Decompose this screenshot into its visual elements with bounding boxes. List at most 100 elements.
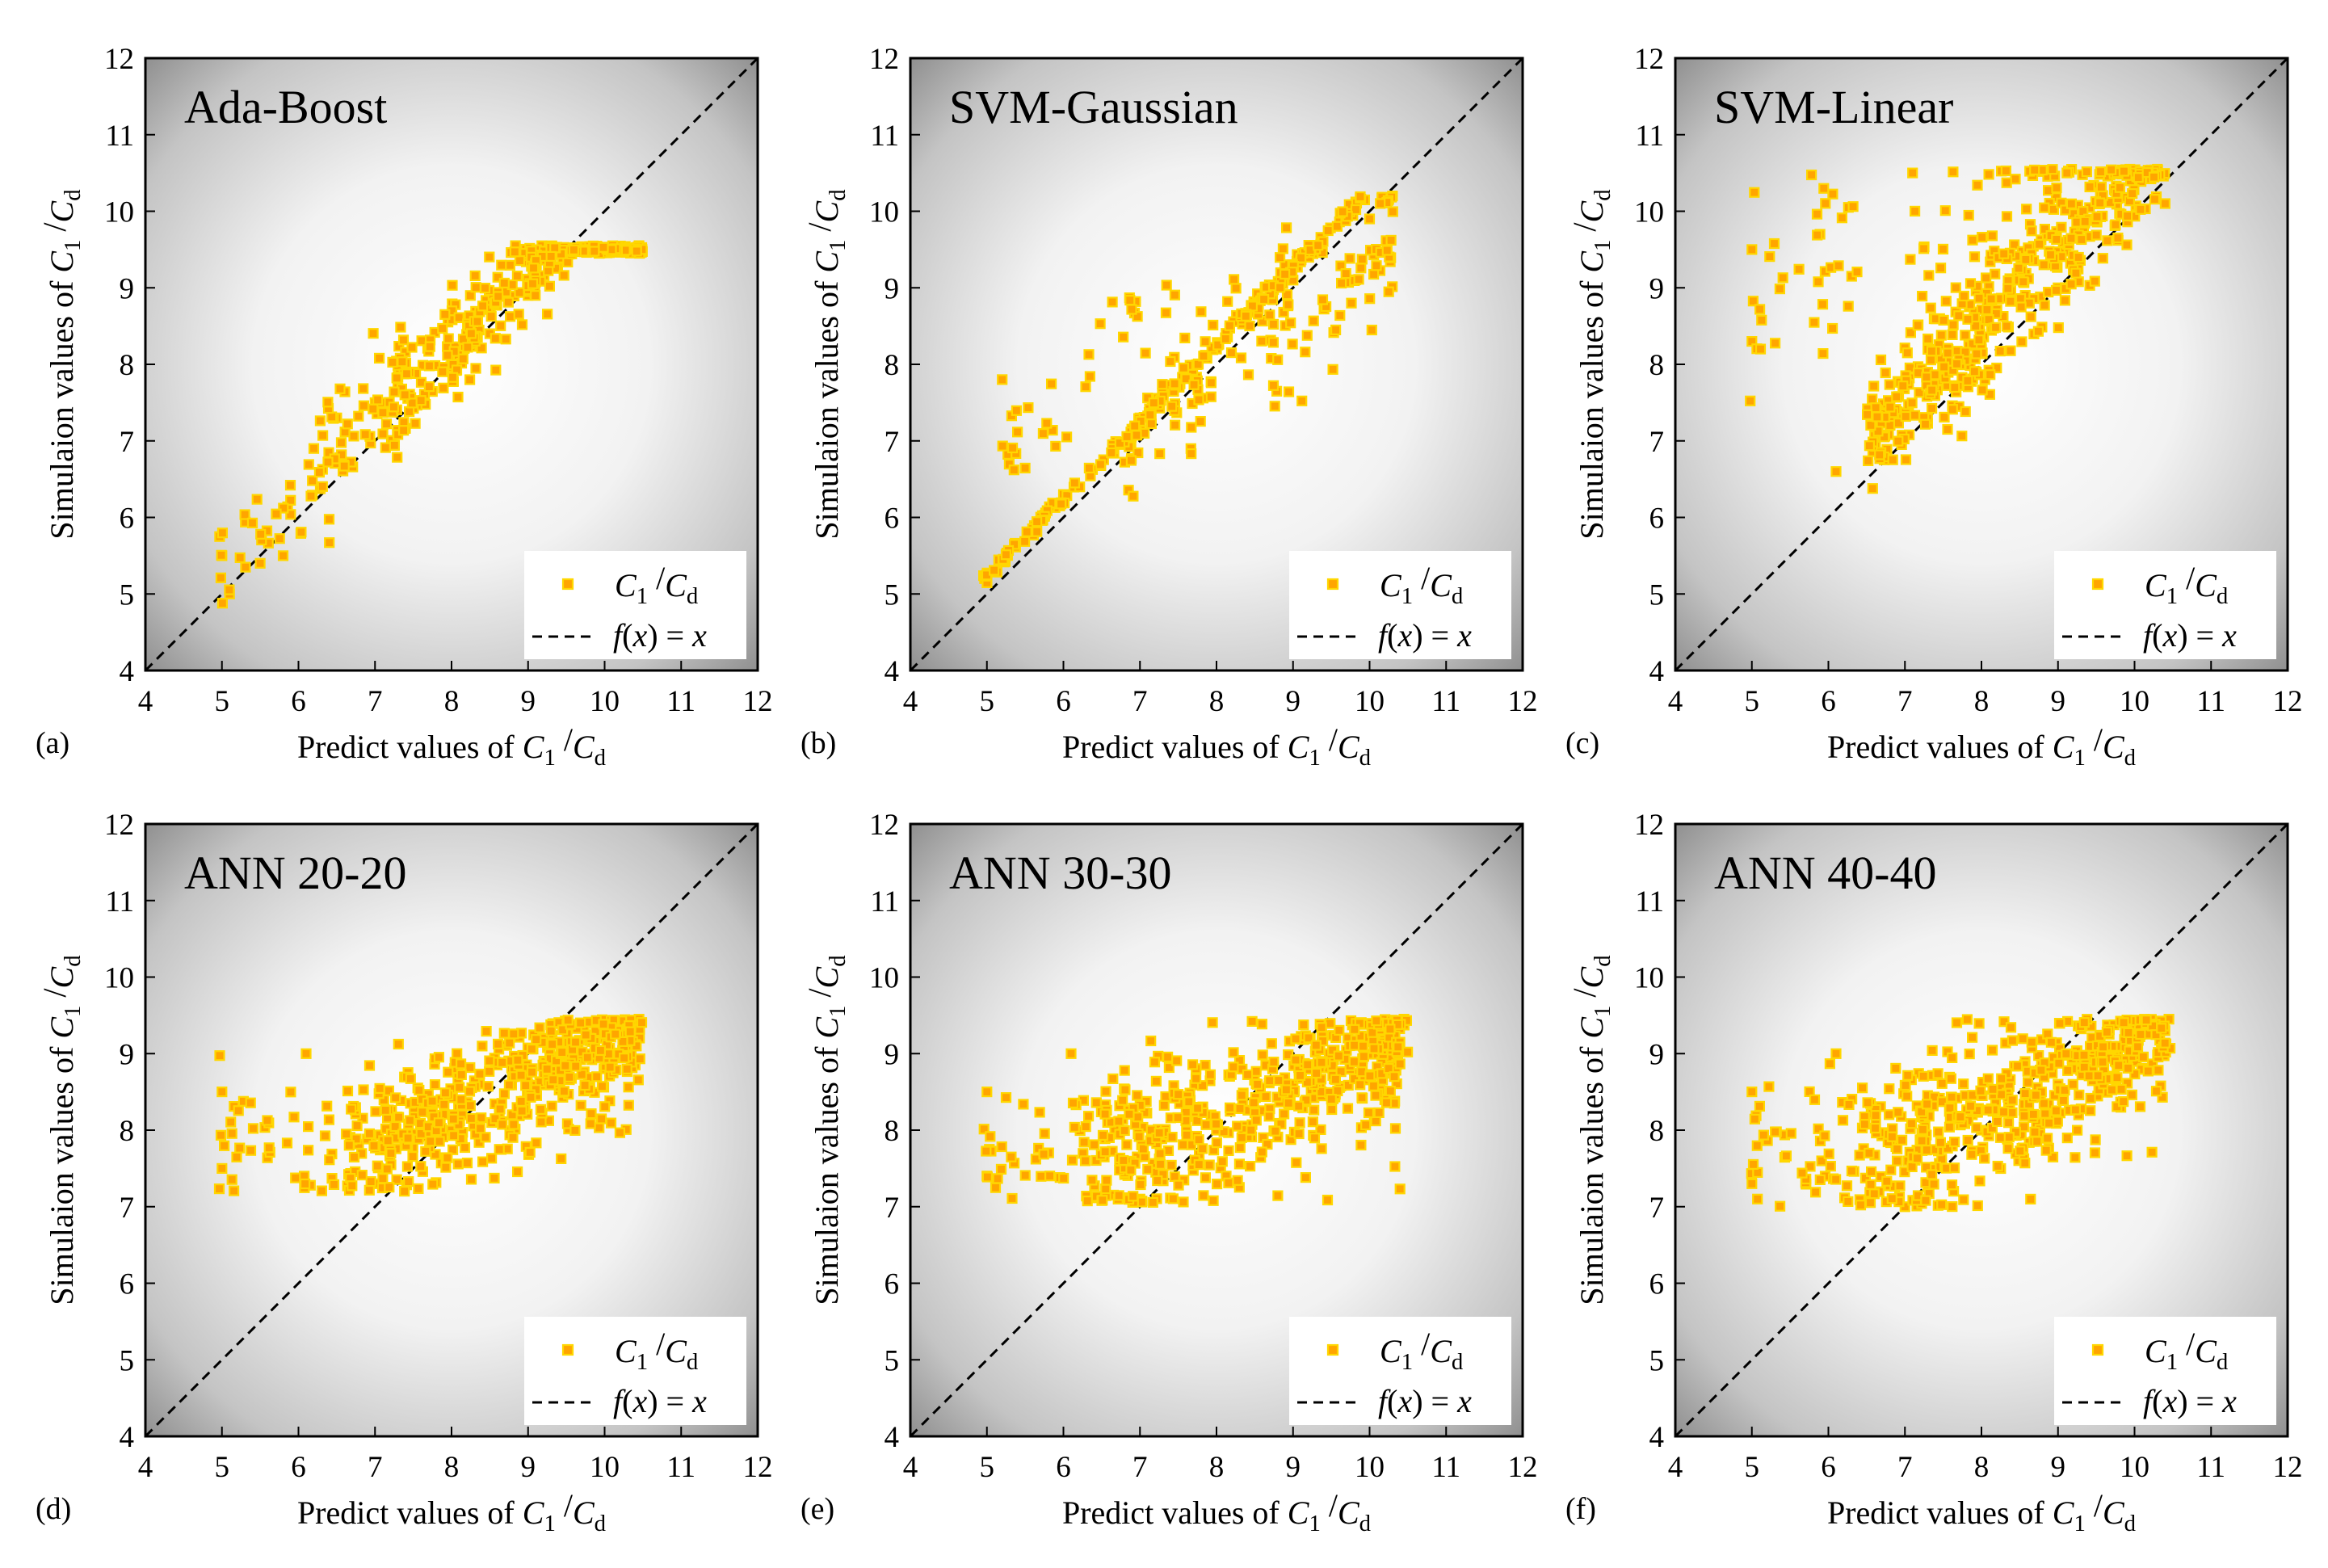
scatter-point <box>1973 334 1985 346</box>
y-tick-label: 11 <box>870 885 899 919</box>
scatter-point <box>2052 1116 2063 1127</box>
scatter-point <box>508 1119 519 1130</box>
scatter-point <box>1827 322 1838 334</box>
x-tick-label: 4 <box>1668 1451 1683 1484</box>
scatter-point <box>516 319 528 330</box>
scatter-point <box>1830 1048 1842 1059</box>
scatter-point <box>1764 251 1775 263</box>
scatter-point <box>1393 1041 1404 1053</box>
scatter-point <box>1921 372 1932 383</box>
scatter-point <box>1152 1175 1163 1187</box>
scatter-point <box>1994 346 2006 357</box>
scatter-point <box>1131 430 1142 441</box>
scatter-point <box>1922 333 1934 345</box>
scatter-point <box>1158 1169 1169 1180</box>
scatter-point <box>1128 1191 1139 1202</box>
scatter-point <box>574 1017 586 1028</box>
legend-box <box>1289 551 1511 659</box>
scatter-point <box>2156 1023 2167 1034</box>
scatter-point <box>1884 379 1895 390</box>
scatter-point <box>1132 447 1144 459</box>
scatter-point <box>1944 1102 1956 1114</box>
scatter-point <box>338 460 350 472</box>
scatter-point <box>454 1082 465 1093</box>
panel-c: 4 5 6 7 8 9 10 11 12 4 5 6 7 8 9 10 11 12 SVM-Linear Predic… <box>1565 43 2303 771</box>
scatter-point <box>1285 317 1296 329</box>
scatter-point <box>1316 1143 1327 1154</box>
scatter-point <box>1818 183 1830 194</box>
y-tick-label: 12 <box>1634 809 1664 842</box>
scatter-point <box>1248 1097 1259 1108</box>
y-tick-label: 7 <box>120 1192 135 1225</box>
scatter-point <box>1188 379 1200 390</box>
scatter-point <box>465 1112 477 1125</box>
scatter-point <box>2042 1133 2053 1144</box>
scatter-point <box>2116 1083 2127 1095</box>
scatter-point <box>1256 335 1267 347</box>
legend-box <box>2054 551 2276 659</box>
scatter-point <box>1893 418 1904 429</box>
scatter-point <box>1785 1128 1796 1139</box>
scatter-point <box>1381 245 1393 256</box>
scatter-point <box>219 1140 230 1151</box>
scatter-point <box>1833 260 1844 271</box>
scatter-point <box>314 415 326 427</box>
scatter-point <box>1196 306 1207 317</box>
scatter-point <box>560 1060 571 1071</box>
scatter-point <box>1368 268 1380 280</box>
scatter-point <box>415 395 427 406</box>
scatter-point <box>1820 198 1831 209</box>
scatter-point <box>1190 1073 1202 1084</box>
scatter-point <box>1747 296 1759 307</box>
scatter-point <box>1281 289 1293 301</box>
scatter-point <box>990 1182 1002 1193</box>
scatter-point <box>1006 1151 1017 1162</box>
scatter-point <box>495 320 506 331</box>
scatter-point <box>351 1133 362 1145</box>
scatter-point <box>1366 324 1377 336</box>
scatter-point <box>1232 1175 1243 1186</box>
scatter-point <box>1270 1125 1281 1137</box>
scatter-point <box>1887 454 1898 465</box>
legend-marker <box>2091 578 2104 591</box>
scatter-point <box>385 1147 397 1159</box>
scatter-point <box>2044 249 2057 261</box>
scatter-point <box>1948 1162 1960 1174</box>
scatter-point <box>1166 1159 1177 1171</box>
scatter-point <box>2053 322 2064 334</box>
scatter-point <box>546 1100 557 1112</box>
scatter-point <box>1960 330 1971 341</box>
scatter-point <box>1951 358 1963 369</box>
x-tick-label: 11 <box>1431 685 1460 718</box>
scatter-point <box>1275 1118 1287 1130</box>
scatter-point <box>229 1185 240 1196</box>
scatter-point <box>216 1086 228 1098</box>
scatter-point <box>1973 292 1985 304</box>
scatter-point <box>1872 426 1884 437</box>
scatter-point <box>1327 364 1338 375</box>
scatter-point <box>598 1019 609 1030</box>
scatter-point <box>1857 1082 1868 1094</box>
scatter-point <box>1866 1166 1877 1178</box>
scatter-point <box>1356 1092 1368 1103</box>
scatter-point <box>1939 411 1950 422</box>
scatter-point <box>1032 526 1043 537</box>
scatter-point <box>2032 326 2044 337</box>
scatter-point <box>1864 440 1875 452</box>
scatter-point <box>2078 1049 2090 1061</box>
x-tick-label: 6 <box>1821 1451 1836 1484</box>
scatter-point <box>1083 349 1095 360</box>
scatter-point <box>1335 277 1347 289</box>
scatter-point <box>308 443 320 454</box>
scatter-point <box>981 1086 993 1098</box>
y-tick-label: 11 <box>105 885 134 919</box>
scatter-point <box>610 1028 621 1040</box>
scatter-point <box>1224 1102 1236 1113</box>
x-tick-label: 11 <box>2196 1451 2225 1484</box>
scatter-point <box>1894 1180 1906 1192</box>
scatter-point <box>1946 1091 1957 1103</box>
scatter-point <box>1137 1143 1149 1154</box>
scatter-point <box>1996 1073 2007 1084</box>
scatter-point <box>2127 188 2138 200</box>
scatter-point <box>527 278 539 289</box>
